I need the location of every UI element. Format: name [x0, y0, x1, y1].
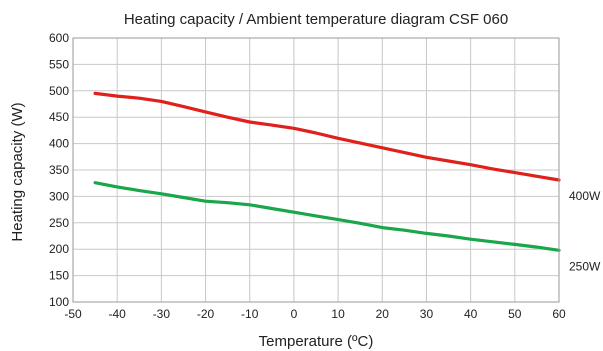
x-tick-label: 10	[331, 307, 345, 321]
series-line-250w	[93, 181, 561, 252]
x-tick-label: 0	[291, 307, 298, 321]
chart-title: Heating capacity / Ambient temperature d…	[124, 11, 508, 28]
y-tick-label: 200	[49, 242, 69, 256]
x-tick-label: 20	[376, 307, 390, 321]
series-label-400w: 400W	[569, 189, 601, 203]
grid	[72, 37, 560, 303]
series-label-250w: 250W	[569, 259, 601, 273]
y-tick-label: 150	[49, 269, 69, 283]
x-tick-label: -20	[197, 307, 215, 321]
x-tick-label: 60	[552, 307, 566, 321]
y-axis-label: Heating capacity (W)	[9, 102, 26, 241]
series-group	[93, 91, 561, 252]
y-tick-label: 500	[49, 84, 69, 98]
y-tick-label: 350	[49, 163, 69, 177]
y-tick-label: 600	[49, 31, 69, 45]
plot-frame	[72, 37, 560, 303]
series-line-400w	[93, 91, 561, 182]
y-tick-label: 450	[49, 110, 69, 124]
y-tick-label: 300	[49, 189, 69, 203]
x-tick-label: -10	[241, 307, 259, 321]
y-tick-label: 250	[49, 216, 69, 230]
x-tick-label: 40	[464, 307, 478, 321]
y-tick-label: 100	[49, 295, 69, 309]
x-tick-label: -30	[153, 307, 171, 321]
x-tick-label: -40	[109, 307, 127, 321]
y-axis-ticks: 100 150 200 250 300 350 400 450 500 550 600	[49, 31, 69, 309]
y-tick-label: 550	[49, 57, 69, 71]
x-axis-ticks: -50 -40 -30 -20 -10 0 10 20 30 40 50 60	[64, 307, 566, 321]
x-tick-label: 30	[420, 307, 434, 321]
x-axis-label: Temperature (ºC)	[259, 333, 374, 350]
x-tick-label: -50	[64, 307, 82, 321]
series-labels: 400W 250W	[569, 189, 601, 273]
y-tick-label: 400	[49, 137, 69, 151]
x-tick-label: 50	[508, 307, 522, 321]
